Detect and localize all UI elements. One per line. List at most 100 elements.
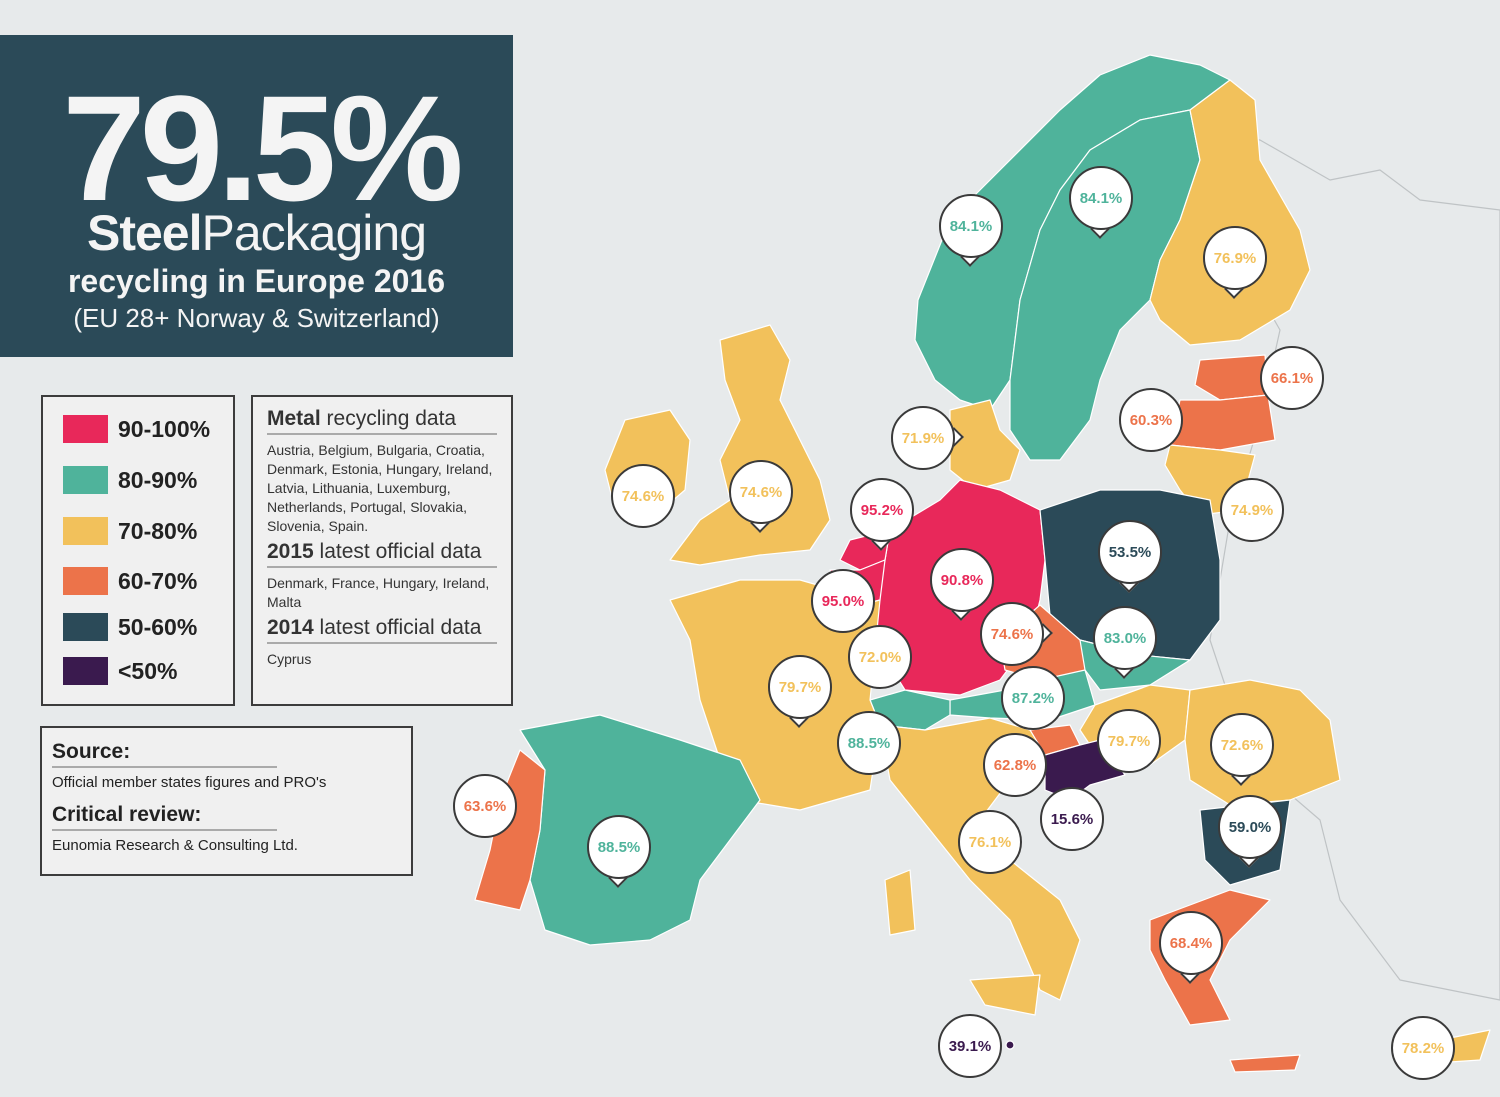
pin-value: 88.5% [837,711,901,775]
legend-label: <50% [118,657,178,684]
notes-text-2015: Denmark, France, Hungary, Ireland, Malta [267,575,490,610]
map-pin: 59.0% [1218,795,1282,868]
map-pin: 68.4% [1159,911,1223,984]
notes-text-metal: Austria, Belgium, Bulgaria, Croatia, Den… [267,442,493,534]
map-pin: 62.8% [983,733,1047,797]
pin-value: 76.1% [958,810,1022,874]
legend-item: 90-100% [63,414,210,444]
pin-value: 79.7% [768,655,832,719]
map-pin: 72.0% [848,625,912,689]
map-pin: 88.5% [587,815,651,888]
map-pin: 72.6% [1210,713,1274,786]
map-pin: 66.1% [1260,346,1324,410]
pin-value: 88.5% [587,815,651,879]
legend-label: 50-60% [118,613,198,640]
map-pin: 71.9% [891,406,964,470]
pin-value: 87.2% [1001,666,1065,730]
pin-value: 83.0% [1093,606,1157,670]
notes-text-2014: Cyprus [267,651,312,667]
map-pin: 63.6% [453,774,517,838]
pin-value: 15.6% [1040,787,1104,851]
notes-heading-2014: 2014 latest official data [267,616,497,644]
map-pin: 53.5% [1098,520,1162,593]
map-pin: 79.7% [1097,709,1161,773]
source-panel: Source: Official member states figures a… [40,726,413,876]
notes-heading-2015: 2015 latest official data [267,540,497,568]
data-notes-panel: Metal recycling data Austria, Belgium, B… [251,395,513,706]
region-estonia [1194,354,1269,401]
notes-heading-rest: latest official data [313,616,482,639]
region-uk [669,324,831,566]
pin-value: 53.5% [1098,520,1162,584]
source-text: Official member states figures and PRO's [52,774,327,791]
notes-heading-bold: 2015 [267,540,314,563]
pin-value: 72.0% [848,625,912,689]
legend-swatch [63,613,108,641]
legend-swatch [63,567,108,595]
pin-value: 66.1% [1260,346,1324,410]
review-text: Eunomia Research & Consulting Ltd. [52,837,298,854]
pin-value: 60.3% [1119,388,1183,452]
map-pin: 15.6% [1040,787,1104,851]
title-steel: Steel [86,205,203,261]
map-pin: 84.1% [939,194,1003,267]
pin-value: 68.4% [1159,911,1223,975]
notes-heading-metal: Metal recycling data [267,407,497,435]
legend-item: <50% [63,656,177,686]
pin-value: 63.6% [453,774,517,838]
pin-value: 39.1% [938,1014,1002,1078]
map-pin: 87.2% [1001,666,1065,730]
legend-swatch [63,657,108,685]
legend-item: 80-90% [63,465,197,495]
map-pin: 84.1% [1069,166,1133,239]
map-pin: 88.5% [837,711,901,775]
region-sicily [969,974,1041,1016]
map-pin: 74.6% [729,460,793,533]
pin-value: 59.0% [1218,795,1282,859]
legend-label: 80-90% [118,466,198,493]
legend-item: 60-70% [63,566,197,596]
map-pin: 83.0% [1093,606,1157,679]
map-pin: 78.2% [1391,1016,1455,1080]
region-denmark [949,399,1021,491]
legend-swatch [63,415,108,443]
color-legend: 90-100% 80-90% 70-80% 60-70% 50-60% <50% [41,395,235,706]
map-pin: 74.6% [611,464,675,528]
map-pin: 76.9% [1203,226,1267,299]
pin-value: 74.6% [980,602,1044,666]
title-line3: (EU 28+ Norway & Switzerland) [73,303,440,333]
title-line2: recycling in Europe 2016 [67,263,446,299]
region-crete [1229,1054,1301,1073]
notes-heading-rest: latest official data [313,540,482,563]
map-pin: 60.3% [1119,388,1183,452]
map-pin: 74.6% [980,602,1053,666]
region-sweden [1009,109,1201,461]
pin-value: 74.6% [729,460,793,524]
map-pin: 76.1% [958,810,1022,874]
region-malta [1005,1040,1015,1050]
pin-value: 90.8% [930,548,994,612]
review-heading: Critical review: [52,803,277,831]
pin-value: 79.7% [1097,709,1161,773]
legend-label: 60-70% [118,567,198,594]
legend-label: 90-100% [118,415,211,442]
source-heading: Source: [52,740,277,768]
pin-value: 84.1% [1069,166,1133,230]
title-steel-packaging: SteelPackaging [0,205,513,261]
region-finland [1149,79,1311,346]
map-pin: 74.9% [1220,478,1284,542]
map-pin: 79.7% [768,655,832,728]
region-sardinia [884,869,916,936]
legend-item: 50-60% [63,612,197,642]
pin-value: 72.6% [1210,713,1274,777]
legend-label: 70-80% [118,517,198,544]
pin-value: 95.0% [811,569,875,633]
legend-item: 70-80% [63,516,197,546]
notes-heading-bold: 2014 [267,616,314,639]
headline-percentage: 79.5% [62,64,463,232]
pin-value: 62.8% [983,733,1047,797]
notes-heading-rest: recycling data [320,407,457,430]
map-pin: 39.1% [938,1014,1002,1078]
pin-value: 76.9% [1203,226,1267,290]
title-panel: 79.5% SteelPackaging recycling in Europe… [0,35,513,357]
